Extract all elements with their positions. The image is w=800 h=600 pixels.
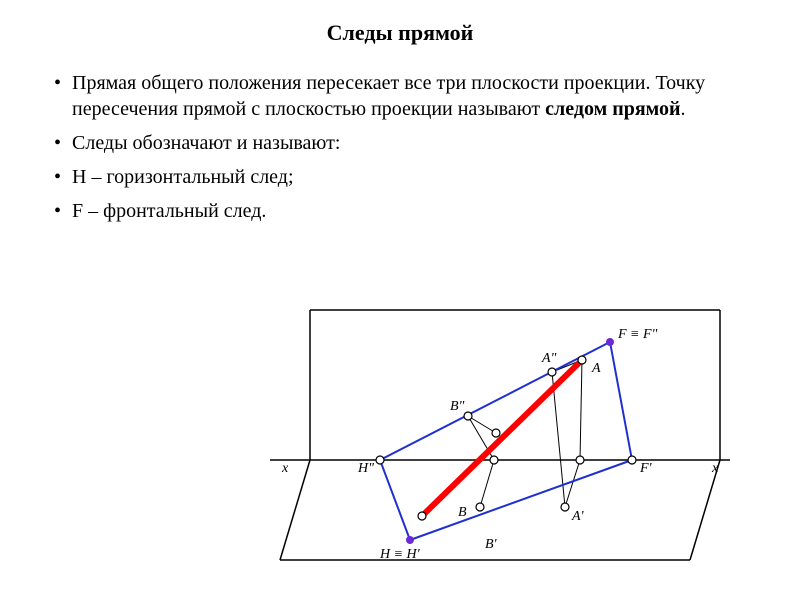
bullet-1: Прямая общего положения пересекает все т… [50, 70, 750, 122]
bullet-4: F – фронтальный след. [50, 198, 750, 224]
svg-text:A: A [591, 361, 601, 376]
svg-text:x: x [711, 461, 719, 476]
figure: A" A A' B" B H" F' F ≡ F" H ≡ H' B' x x [260, 300, 740, 590]
bullet-3: H – горизонтальный след; [50, 164, 750, 190]
slide: Следы прямой Прямая общего положения пер… [0, 0, 800, 600]
svg-text:A": A" [541, 351, 557, 366]
bullet-1-bold: следом прямой [545, 98, 680, 120]
svg-text:F': F' [639, 461, 653, 476]
svg-text:B": B" [450, 399, 465, 414]
svg-text:B: B [458, 505, 467, 520]
bullet-2: Следы обозначают и называют: [50, 130, 750, 156]
svg-text:H": H" [357, 461, 374, 476]
page-title: Следы прямой [50, 20, 750, 46]
svg-text:H ≡ H': H ≡ H' [379, 547, 421, 562]
svg-text:F ≡ F": F ≡ F" [617, 327, 658, 342]
bullet-1-text-b: . [681, 98, 686, 120]
svg-text:A': A' [571, 509, 585, 524]
diagram-svg: A" A A' B" B H" F' F ≡ F" H ≡ H' B' x x [260, 300, 740, 590]
svg-text:x: x [281, 461, 289, 476]
svg-text:B': B' [485, 537, 498, 552]
